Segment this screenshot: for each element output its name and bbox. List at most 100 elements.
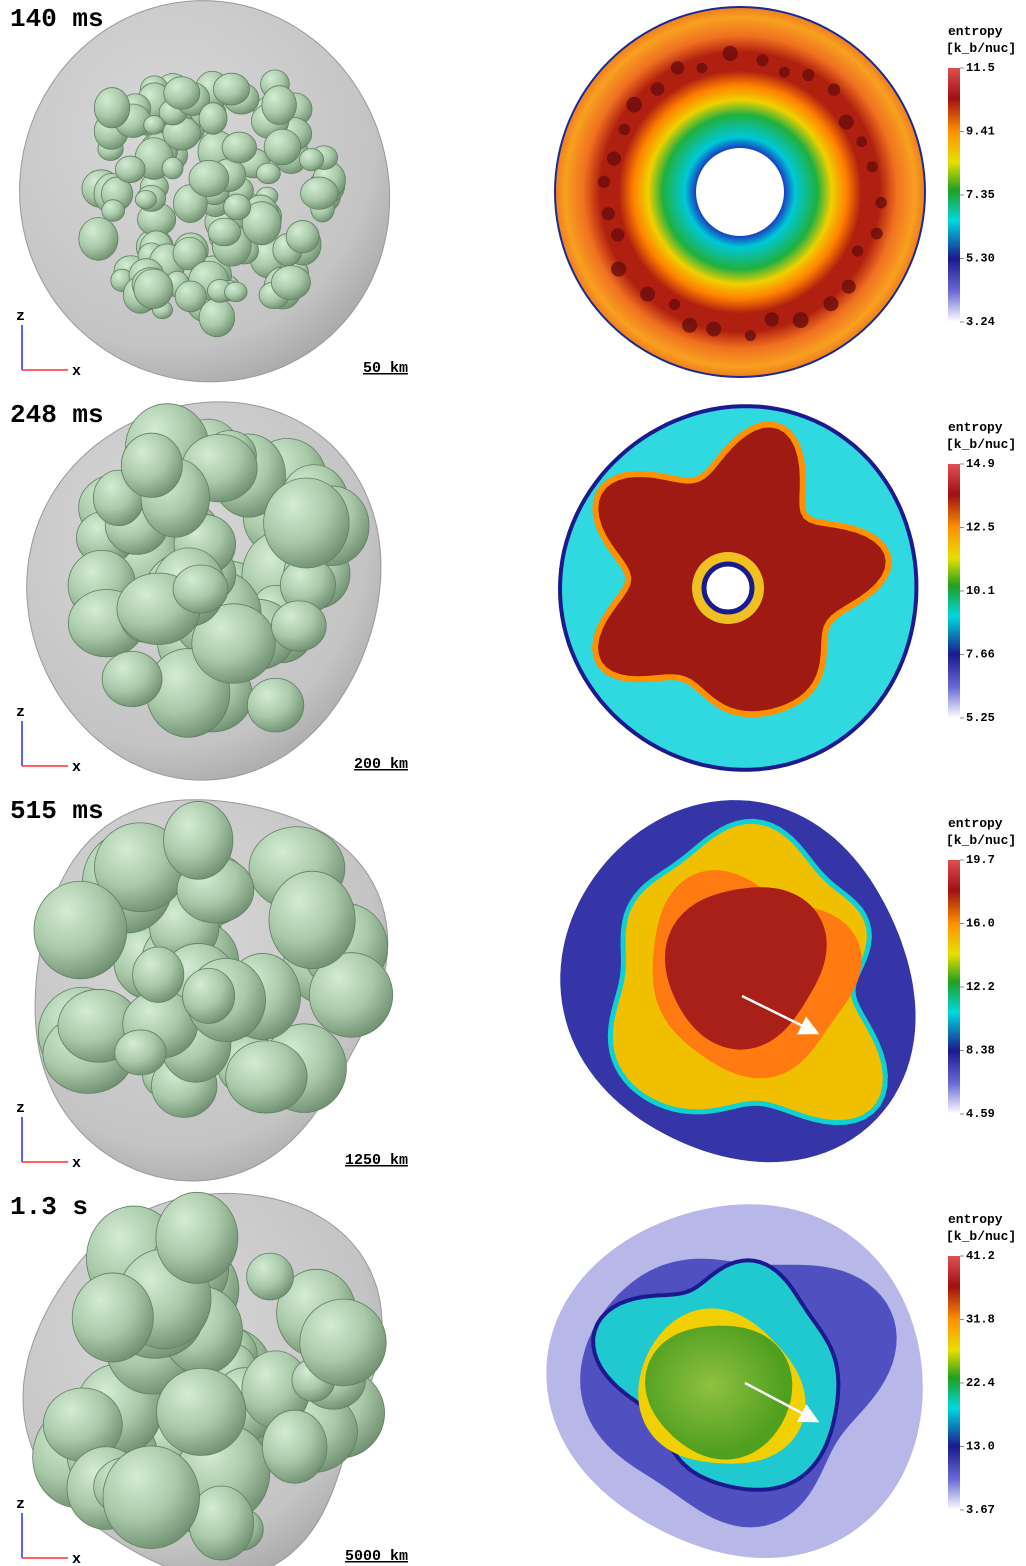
slice-feature bbox=[668, 298, 681, 310]
plume bbox=[133, 268, 174, 310]
slice-feature bbox=[597, 175, 611, 188]
time-label: 140 ms bbox=[10, 4, 104, 34]
plume bbox=[213, 72, 250, 106]
colorbar-tick-label: 10.1 bbox=[966, 584, 995, 598]
slice-feature bbox=[670, 61, 685, 75]
plume bbox=[268, 870, 356, 970]
time-label: 515 ms bbox=[10, 796, 104, 826]
colorbar-tick-label: 12.2 bbox=[966, 980, 995, 994]
plume bbox=[271, 265, 311, 300]
plume bbox=[188, 159, 230, 198]
colorbar-tick-label: 14.9 bbox=[966, 457, 995, 471]
panel: 248 ms z x 200 km entropy [k_b/nuc] 14.9 12.5 10… bbox=[10, 400, 1016, 781]
colorbar-unit: [k_b/nuc] bbox=[946, 833, 1016, 848]
slice-feature bbox=[611, 228, 625, 242]
colorbar-title: entropy bbox=[948, 420, 1003, 435]
colorbar-tick-label: 13.0 bbox=[966, 1440, 995, 1454]
colorbar-tick-label: 3.67 bbox=[966, 1503, 995, 1517]
axis-label: z bbox=[16, 1496, 25, 1513]
colorbar bbox=[948, 464, 960, 718]
plume bbox=[225, 1040, 308, 1114]
slice-feature bbox=[778, 66, 790, 78]
slice-feature bbox=[802, 68, 815, 82]
slice-feature bbox=[744, 330, 756, 342]
slice-feature bbox=[838, 114, 854, 130]
colorbar-tick-label: 9.41 bbox=[966, 125, 995, 139]
plume bbox=[114, 1029, 167, 1076]
colorbar-tick-label: 7.35 bbox=[966, 188, 995, 202]
plume bbox=[223, 193, 252, 221]
colorbar-unit: [k_b/nuc] bbox=[946, 1229, 1016, 1244]
plume bbox=[33, 880, 128, 980]
slice-feature bbox=[650, 82, 665, 96]
plume bbox=[93, 87, 131, 129]
colorbar-unit: [k_b/nuc] bbox=[946, 437, 1016, 452]
colorbar-tick-label: 22.4 bbox=[966, 1376, 995, 1390]
colorbar-title: entropy bbox=[948, 1212, 1003, 1227]
colorbar-title: entropy bbox=[948, 24, 1003, 39]
slice-feature bbox=[827, 83, 841, 96]
slice-feature bbox=[665, 887, 827, 1050]
slice-feature bbox=[856, 136, 868, 148]
time-label: 1.3 s bbox=[10, 1192, 88, 1222]
plume bbox=[271, 600, 327, 652]
colorbar-unit: [k_b/nuc] bbox=[946, 41, 1016, 56]
plume bbox=[172, 236, 207, 271]
colorbar-tick-label: 31.8 bbox=[966, 1313, 995, 1327]
panel: 140 ms z x 50 km entropy [k_b/nuc] 11.5 9.41 7.3… bbox=[10, 0, 1016, 383]
panel: 1.3 s z x 5000 km entropy [k_b/nuc] 41.2 31.8 22… bbox=[10, 1191, 1016, 1566]
plume bbox=[182, 967, 236, 1024]
slice-feature bbox=[875, 196, 887, 209]
slice-feature bbox=[756, 54, 769, 67]
plume bbox=[198, 297, 236, 338]
colorbar-tick-label: 41.2 bbox=[966, 1249, 995, 1263]
slice-feature bbox=[764, 312, 779, 327]
scale-label: 5000 km bbox=[345, 1548, 408, 1565]
slice-feature bbox=[851, 245, 864, 257]
plume bbox=[174, 280, 207, 313]
slice-feature bbox=[682, 317, 698, 333]
plume bbox=[155, 1191, 239, 1284]
plume bbox=[156, 1367, 247, 1456]
slice-feature bbox=[823, 296, 839, 312]
slice-feature bbox=[870, 227, 883, 240]
axis-label: x bbox=[72, 1155, 81, 1172]
plume bbox=[198, 102, 228, 135]
colorbar-tick-label: 12.5 bbox=[966, 521, 995, 535]
plume bbox=[120, 432, 183, 498]
plume bbox=[224, 281, 248, 303]
plume bbox=[261, 1409, 328, 1484]
plume bbox=[246, 1252, 294, 1301]
colorbar bbox=[948, 1256, 960, 1510]
slice-feature bbox=[696, 62, 708, 74]
axis-label: z bbox=[16, 1100, 25, 1117]
plume bbox=[102, 1445, 200, 1549]
slice-feature bbox=[841, 279, 856, 294]
slice-feature bbox=[866, 161, 878, 173]
colorbar bbox=[948, 68, 960, 322]
axis-label: x bbox=[72, 1551, 81, 1566]
colorbar-tick-label: 19.7 bbox=[966, 853, 995, 867]
plume bbox=[163, 801, 234, 880]
plume bbox=[134, 189, 157, 209]
plume bbox=[285, 220, 320, 254]
colorbar-tick-label: 7.66 bbox=[966, 648, 995, 662]
plume bbox=[308, 952, 394, 1038]
slice-feature bbox=[722, 45, 738, 62]
colorbar-tick-label: 5.25 bbox=[966, 711, 995, 725]
colorbar-tick-label: 16.0 bbox=[966, 917, 995, 931]
colorbar-tick-label: 11.5 bbox=[966, 61, 995, 75]
slice-core bbox=[645, 1325, 793, 1460]
plume bbox=[263, 477, 350, 569]
time-label: 248 ms bbox=[10, 400, 104, 430]
plume bbox=[246, 677, 305, 733]
plume bbox=[101, 650, 163, 708]
slice-feature bbox=[601, 207, 615, 221]
plume bbox=[299, 148, 324, 172]
scale-label: 1250 km bbox=[345, 1152, 408, 1169]
arrow bbox=[744, 1381, 820, 1423]
plume bbox=[263, 128, 302, 166]
slice-hole bbox=[701, 561, 755, 615]
plume bbox=[132, 946, 185, 1003]
